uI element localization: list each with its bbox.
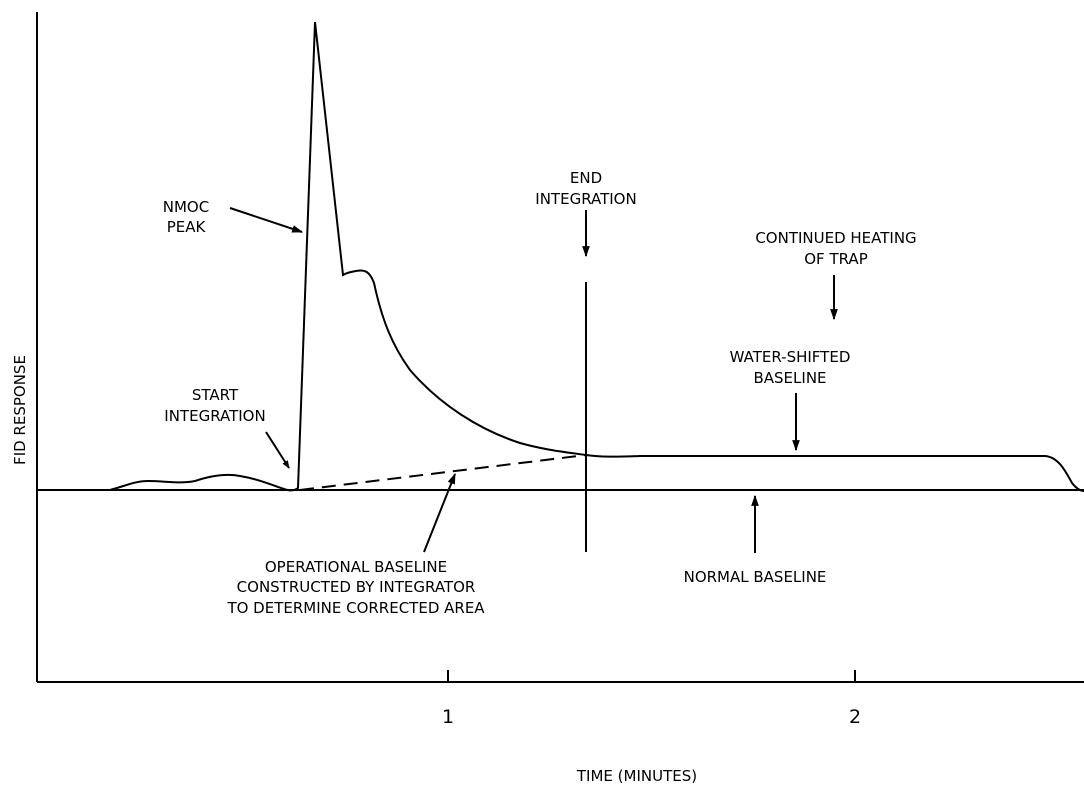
operational-baseline-label-line2: CONSTRUCTED BY INTEGRATOR xyxy=(237,578,476,596)
end-integration-label-line2: INTEGRATION xyxy=(535,190,636,208)
normal-baseline-label: NORMAL BASELINE xyxy=(684,568,827,586)
continued-heating-label-line2: OF TRAP xyxy=(804,250,868,268)
nmoc-peak-label-line1: NMOC xyxy=(163,198,209,216)
x-axis-label: TIME (MINUTES) xyxy=(576,767,697,785)
x-tick-label-2: 2 xyxy=(849,706,861,728)
start-integration-arrow xyxy=(265,431,290,469)
start-integration-label-line1: START xyxy=(192,386,239,404)
fid-signal-trace xyxy=(109,21,1084,492)
nmoc-peak-label-line2: PEAK xyxy=(167,218,207,236)
continued-heating-label-line1: CONTINUED HEATING xyxy=(755,229,916,247)
nmoc-peak-arrow xyxy=(229,207,304,233)
operational-baseline-arrow xyxy=(423,472,456,553)
x-tick-label-1: 1 xyxy=(442,706,454,728)
water-shifted-label-line1: WATER-SHIFTED xyxy=(730,348,851,366)
y-axis-label: FID RESPONSE xyxy=(11,355,29,465)
operational-baseline-label-line3: TO DETERMINE CORRECTED AREA xyxy=(226,599,485,617)
operational-baseline-label-line1: OPERATIONAL BASELINE xyxy=(265,558,447,576)
start-integration-label-line2: INTEGRATION xyxy=(164,407,265,425)
end-integration-label-line1: END xyxy=(570,169,602,187)
operational-baseline-line xyxy=(299,454,587,491)
water-shifted-label-line2: BASELINE xyxy=(753,369,826,387)
